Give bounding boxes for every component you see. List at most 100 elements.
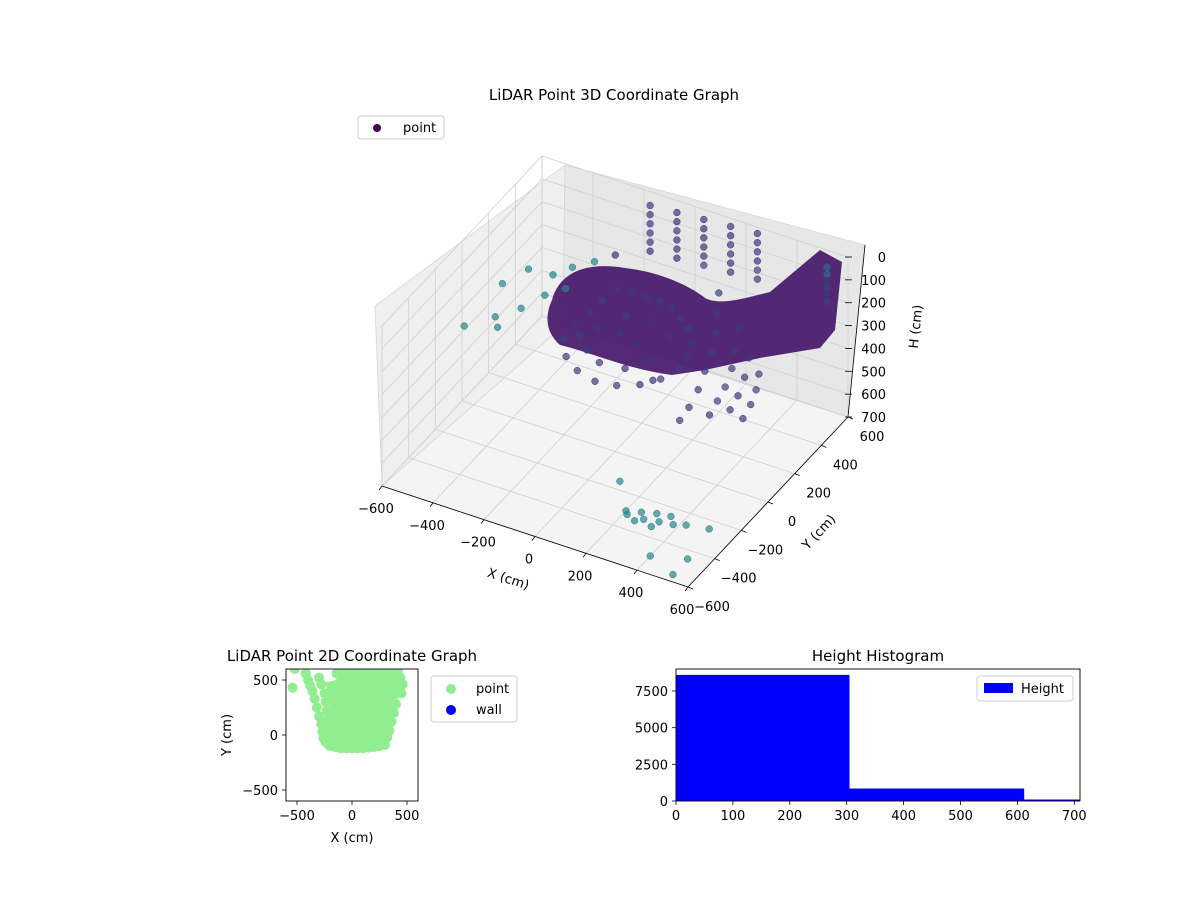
scatter-3d-point xyxy=(824,264,831,271)
y-tick-3d xyxy=(821,445,826,447)
legend-histogram-swatch xyxy=(984,683,1013,693)
scatter-3d-point xyxy=(562,285,569,292)
scatter-3d-point xyxy=(685,326,692,333)
x-tick-label-3d: −400 xyxy=(409,519,445,534)
scatter-3d-point xyxy=(622,365,629,372)
x-tick-label-histogram: 700 xyxy=(1062,809,1087,824)
scatter-2d-point xyxy=(312,703,322,713)
scatter-3d-point xyxy=(700,216,707,223)
scatter-3d-point xyxy=(624,511,631,518)
histogram-bar xyxy=(676,675,850,801)
x-tick-3d xyxy=(685,587,688,591)
chart-3d: LiDAR Point 3D Coordinate Graph −600 −400… xyxy=(358,86,926,618)
chart-3d-title: LiDAR Point 3D Coordinate Graph xyxy=(489,86,739,104)
scatter-3d-point xyxy=(712,330,719,337)
scatter-3d-point xyxy=(735,326,742,333)
scatter-3d-point xyxy=(747,401,754,408)
y-tick-label-2d: −500 xyxy=(242,784,278,799)
z-tick-label-3d: 100 xyxy=(861,274,886,289)
chart-2d: LiDAR Point 2D Coordinate Graph −500 0 500… xyxy=(220,647,517,846)
y-tick-label-histogram: 0 xyxy=(660,795,668,810)
scatter-3d-point xyxy=(657,298,664,305)
y-tick-label-3d: −400 xyxy=(721,572,757,587)
scatter-3d-point xyxy=(623,313,630,320)
z-axis-label-3d: H (cm) xyxy=(907,304,927,349)
scatter-3d-point xyxy=(647,220,654,227)
scatter-3d-point xyxy=(684,354,691,361)
x-tick-label-3d: 600 xyxy=(670,603,695,618)
scatter-3d-point xyxy=(613,286,620,293)
y-tick-label-histogram: 5000 xyxy=(635,722,668,737)
scatter-3d-point xyxy=(670,521,677,528)
legend-2d-label-wall: wall xyxy=(476,703,502,718)
legend-2d-marker-point xyxy=(446,684,456,694)
scatter-3d-point xyxy=(561,335,568,342)
scatter-3d-point xyxy=(729,365,736,372)
x-tick-3d xyxy=(379,486,382,490)
x-axis-label-2d: X (cm) xyxy=(331,831,374,846)
scatter-3d-point xyxy=(674,218,681,225)
scatter-3d-point xyxy=(617,478,624,485)
scatter-3d-point xyxy=(576,332,583,339)
scatter-3d-point xyxy=(592,378,599,385)
scatter-3d-point xyxy=(722,384,729,391)
legend-2d: point wall xyxy=(431,676,517,722)
scatter-3d-point xyxy=(571,322,578,329)
scatter-3d-point xyxy=(727,269,734,276)
scatter-3d-point xyxy=(643,294,650,301)
y-tick-label-3d: 0 xyxy=(788,515,796,530)
scatter-3d-point xyxy=(656,518,663,525)
scatter-3d-point xyxy=(754,230,761,237)
x-tick-label-2d: 500 xyxy=(395,809,420,824)
x-tick-label-histogram: 500 xyxy=(948,809,973,824)
scatter-3d-point xyxy=(650,377,657,384)
scatter-3d-point xyxy=(657,376,664,383)
scatter-3d-point xyxy=(695,386,702,393)
x-tick-3d xyxy=(481,520,484,524)
x-tick-label-histogram: 600 xyxy=(1005,809,1030,824)
scatter-3d-point xyxy=(668,305,675,312)
scatter-3d-point xyxy=(550,271,557,278)
scatter-3d-point xyxy=(629,290,636,297)
scatter-3d-point xyxy=(700,244,707,251)
z-tick-label-3d: 300 xyxy=(861,320,886,335)
scatter-3d-point xyxy=(706,526,713,533)
y-tick-label-histogram: 2500 xyxy=(635,758,668,773)
chart-2d-title: LiDAR Point 2D Coordinate Graph xyxy=(227,647,477,665)
y-tick-label-3d: −600 xyxy=(694,600,730,615)
scatter-3d-point xyxy=(569,264,576,271)
scatter-3d-point xyxy=(668,513,675,520)
scatter-3d-point xyxy=(731,347,738,354)
x-tick-label-3d: 400 xyxy=(619,586,644,601)
scatter-3d-point xyxy=(756,371,763,378)
scatter-3d-point xyxy=(824,298,831,305)
scatter-3d-point xyxy=(727,251,734,258)
scatter-3d-point xyxy=(563,353,570,360)
scatter-3d-point xyxy=(700,234,707,241)
scatter-3d-point xyxy=(677,315,684,322)
y-tick-3d xyxy=(688,587,693,589)
scatter-3d-point xyxy=(617,331,624,338)
scatter-3d-point xyxy=(727,241,734,248)
scatter-3d-point xyxy=(525,266,532,273)
y-tick-label-3d: 400 xyxy=(833,458,858,473)
y-tick-label-3d: 600 xyxy=(860,430,885,445)
x-tick-label-3d: −600 xyxy=(358,502,394,517)
x-tick-3d xyxy=(583,553,586,557)
scatter-3d-point xyxy=(653,510,660,517)
x-tick-label-3d: 0 xyxy=(525,553,533,568)
scatter-3d-point xyxy=(727,223,734,230)
scatter-3d-point xyxy=(647,211,654,218)
scatter-3d-point xyxy=(647,248,654,255)
y-tick-label-histogram: 7500 xyxy=(635,685,668,700)
scatter-3d-point xyxy=(647,230,654,237)
scatter-3d-point xyxy=(700,225,707,232)
scatter-3d-point xyxy=(670,571,677,578)
y-tick-3d xyxy=(741,530,746,532)
x-tick-label-histogram: 400 xyxy=(891,809,916,824)
x-tick-3d xyxy=(532,537,535,541)
z-tick-label-3d: 700 xyxy=(861,411,886,426)
scatter-3d-point xyxy=(754,276,761,283)
scatter-3d-point xyxy=(745,355,752,362)
scatter-3d-point xyxy=(714,310,721,317)
